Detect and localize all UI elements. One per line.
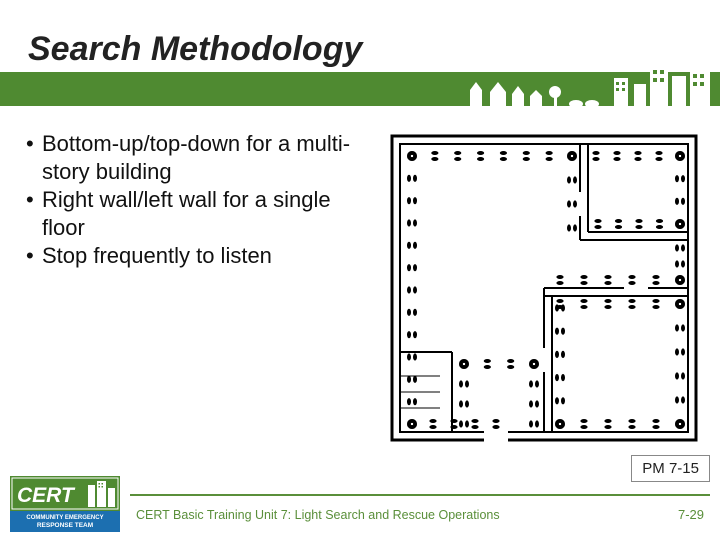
logo-line2: RESPONSE TEAM	[37, 522, 93, 529]
page-number: 7-29	[678, 507, 704, 522]
footer-rule	[130, 494, 710, 496]
pm-reference-box: PM 7-15	[631, 455, 710, 482]
slide-title: Search Methodology	[28, 30, 362, 69]
floorplan-diagram	[384, 128, 704, 448]
cert-logo: CERT COMMUNITY EMERGENCY RESPONSE TEAM	[10, 476, 120, 532]
bullet-text: Bottom-up/top-down for a multi-story bui…	[42, 130, 366, 186]
logo-line1: COMMUNITY EMERGENCY	[26, 515, 103, 521]
slide: Search Methodology •Bottom-up/top-down f…	[0, 0, 720, 540]
bullet-marker: •	[26, 186, 42, 242]
bullet-marker: •	[26, 130, 42, 186]
logo-acronym: CERT	[17, 484, 76, 507]
bullet-text: Right wall/left wall for a single floor	[42, 186, 366, 242]
bullet-list: •Bottom-up/top-down for a multi-story bu…	[26, 130, 366, 270]
bullet-item: •Stop frequently to listen	[26, 242, 366, 270]
bullet-text: Stop frequently to listen	[42, 242, 366, 270]
bullet-item: •Right wall/left wall for a single floor	[26, 186, 366, 242]
slide-header: Search Methodology	[0, 0, 720, 120]
header-stripe	[0, 72, 720, 106]
bullet-item: •Bottom-up/top-down for a multi-story bu…	[26, 130, 366, 186]
footer-course-text: CERT Basic Training Unit 7: Light Search…	[136, 508, 500, 522]
bullet-marker: •	[26, 242, 42, 270]
